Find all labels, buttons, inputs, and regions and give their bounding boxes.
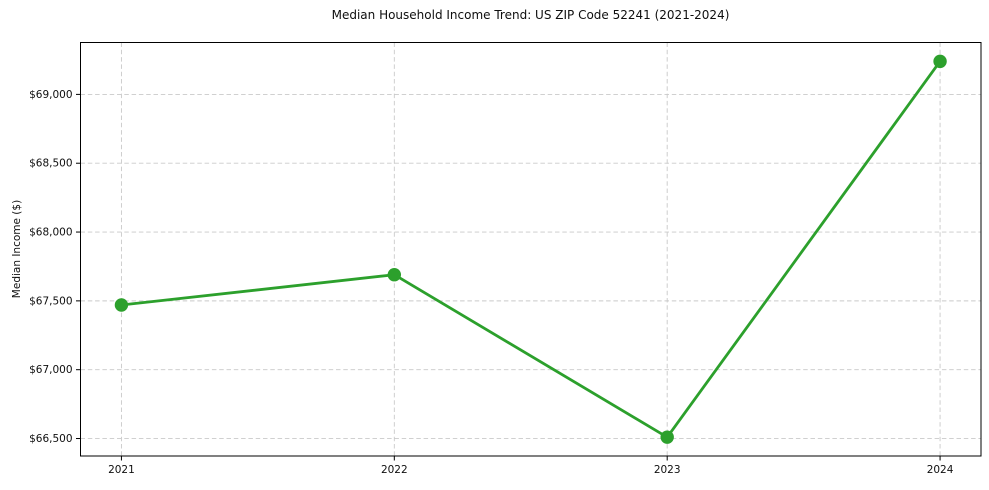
x-tick-label: 2021 — [108, 464, 135, 476]
y-tick-label: $69,000 — [29, 89, 72, 101]
y-tick-label: $67,000 — [29, 364, 72, 376]
y-tick-label: $66,500 — [29, 433, 72, 445]
data-point-2021 — [114, 298, 129, 312]
data-point-2022 — [387, 268, 402, 282]
x-tick-label: 2024 — [927, 464, 954, 476]
y-tick-label: $68,500 — [29, 158, 72, 170]
data-point-2024 — [933, 54, 947, 69]
income-trend-line — [120, 59, 942, 439]
y-tick-label: $67,500 — [29, 295, 72, 307]
y-tick-label: $68,000 — [29, 227, 72, 239]
chart-title: Median Household Income Trend: US ZIP Co… — [331, 8, 730, 22]
x-tick-label: 2023 — [654, 464, 681, 476]
x-tick-label: 2022 — [381, 464, 408, 476]
plot-border — [80, 42, 982, 457]
data-point-2023 — [660, 430, 674, 444]
